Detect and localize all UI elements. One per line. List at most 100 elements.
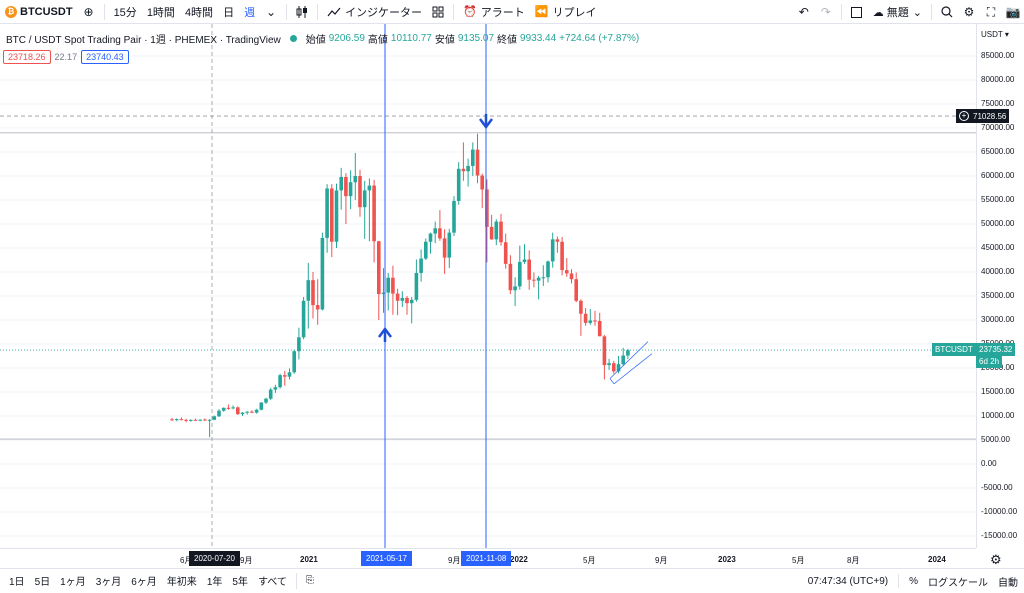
compare-symbol-icon[interactable]: ⊕ — [83, 4, 94, 19]
search-icon[interactable] — [936, 0, 958, 24]
candle-body — [593, 320, 597, 322]
currency-text: USDT — [981, 30, 1003, 39]
price-tick-label: 70000.00 — [981, 123, 1015, 132]
alert-button[interactable]: ⏰ アラート — [458, 0, 530, 24]
alert-label: アラート — [480, 6, 525, 19]
currency-label[interactable]: USDT ▾ — [981, 30, 1009, 39]
interval-1h[interactable]: 1時間 — [146, 6, 175, 19]
price-axis[interactable]: USDT ▾ 85000.00 80000.00 75000.00 70000.00 6… — [976, 24, 1024, 548]
divider — [453, 3, 455, 20]
candle-body — [395, 293, 400, 301]
range-1d[interactable]: 1日 — [9, 577, 25, 588]
candle-body — [268, 389, 273, 399]
axis-settings-gear-icon[interactable]: ⚙ — [990, 552, 1002, 567]
candle-body — [207, 419, 212, 421]
time-tick-label: 2022 — [510, 555, 528, 564]
channel-line — [613, 353, 653, 385]
candle-body — [607, 363, 611, 366]
price-tick-label: 45000.00 — [981, 243, 1015, 252]
layouts-icon[interactable] — [427, 0, 449, 24]
candle-body — [344, 176, 348, 197]
replay-button[interactable]: ⏪ リプレイ — [530, 0, 602, 24]
candle-body — [203, 419, 207, 421]
candle-body — [438, 228, 442, 239]
candle-body — [503, 242, 508, 264]
gear-icon[interactable]: ⚙ — [963, 5, 975, 19]
log-scale-toggle[interactable]: ログスケール — [928, 577, 988, 589]
range-1y[interactable]: 1年 — [206, 577, 223, 588]
interval-15m[interactable]: 15分 — [113, 6, 137, 19]
candle-body — [494, 221, 499, 240]
range-3m[interactable]: 3ヶ月 — [95, 577, 122, 588]
undo-icon[interactable]: ↶ — [798, 5, 809, 19]
candle-body — [236, 407, 240, 415]
close-value: 9933.44 — [520, 33, 557, 44]
candle-body — [447, 232, 452, 258]
layout-name-button[interactable]: ☁ 無題 ⌄ — [868, 0, 927, 24]
candle-body — [330, 188, 334, 242]
sell-button[interactable]: 23718.26 — [3, 50, 51, 64]
range-5y[interactable]: 5年 — [232, 577, 248, 588]
candle-body — [522, 259, 527, 262]
divider — [898, 574, 900, 588]
candle-body — [400, 297, 405, 301]
candle-body — [377, 241, 381, 295]
candle-body — [475, 149, 480, 176]
plus-circle-icon: + — [959, 111, 969, 122]
buy-button[interactable]: 23740.43 — [81, 50, 129, 64]
interval-4h[interactable]: 4時間 — [184, 6, 214, 19]
range-1m[interactable]: 1ヶ月 — [60, 577, 86, 588]
clock-time[interactable]: 07:47:34 (UTC+9) — [807, 575, 889, 587]
candle-body — [616, 364, 621, 372]
candle-body — [597, 320, 602, 337]
candle-type-icon[interactable] — [291, 0, 313, 24]
candle-body — [292, 351, 296, 373]
price-tick-label: 55000.00 — [981, 195, 1015, 204]
time-tick-label: 9月 — [240, 556, 253, 565]
candle-body — [212, 416, 217, 420]
candle-body — [583, 313, 588, 323]
time-tick-label: 6月 — [180, 556, 193, 565]
candle-body — [184, 419, 188, 421]
candle-body — [367, 185, 372, 191]
candle-body — [240, 412, 245, 415]
marker-date-tag: 2021-05-17 — [361, 551, 412, 566]
top-toolbar: ₿ BTCUSDT ⊕ 15分 1時間 4時間 日 週 ⌄ インジケーター ⏰ … — [0, 0, 1024, 24]
interval-1d[interactable]: 日 — [223, 6, 235, 19]
candle-body — [362, 190, 367, 208]
candle-body — [358, 176, 362, 208]
price-tick-label: 75000.00 — [981, 99, 1015, 108]
candle-body — [231, 407, 235, 409]
price-chart[interactable] — [0, 24, 976, 548]
candle-body — [198, 419, 202, 421]
candle-body — [452, 200, 456, 233]
divider — [286, 3, 288, 20]
goto-date-icon[interactable]: ⎘ — [305, 575, 314, 586]
range-ytd[interactable]: 年初来 — [166, 577, 197, 588]
percent-toggle[interactable]: % — [909, 575, 918, 587]
interval-1w[interactable]: 週 — [244, 6, 256, 19]
redo-icon[interactable]: ↷ — [820, 5, 831, 19]
symbol-search[interactable]: ₿ BTCUSDT — [0, 0, 78, 24]
current-price-tag: 23735.32 — [976, 343, 1016, 357]
camera-icon[interactable]: 📷 — [1005, 5, 1021, 19]
price-tick-label: -5000.00 — [981, 483, 1013, 492]
alarm-clock-icon: ⏰ — [463, 6, 477, 18]
candle-body — [621, 355, 625, 365]
fullscreen-icon[interactable]: ⛶ — [986, 4, 996, 19]
range-5d[interactable]: 5日 — [34, 577, 51, 588]
candle-body — [489, 226, 494, 240]
candle-body — [565, 270, 569, 274]
range-all[interactable]: すべて — [257, 577, 287, 588]
divider — [840, 4, 842, 20]
price-tick-label: 60000.00 — [981, 171, 1015, 180]
auto-scale-toggle[interactable]: 自動 — [998, 577, 1018, 589]
candle-body — [485, 189, 489, 227]
time-axis[interactable]: 6月9月20215月9月20225月9月20235月8月20242020-07-… — [0, 548, 976, 568]
divider — [931, 4, 932, 20]
range-6m[interactable]: 6ヶ月 — [131, 577, 157, 588]
fullscreen-toggle-icon[interactable] — [846, 0, 868, 24]
indicators-button[interactable]: インジケーター — [322, 0, 427, 24]
countdown-tag: 6d 2h — [976, 355, 1003, 369]
chevron-down-icon[interactable]: ⌄ — [266, 4, 277, 19]
